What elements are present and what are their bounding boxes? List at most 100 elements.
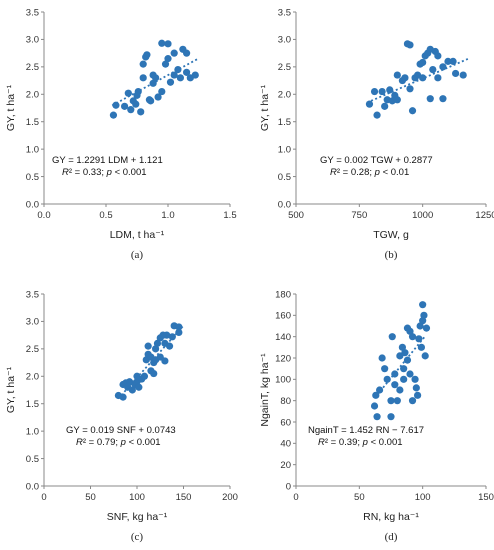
x-axis-label: TGW, g (373, 229, 409, 241)
x-tick-label: 100 (129, 492, 145, 503)
data-point (183, 68, 191, 76)
y-tick-label: 2.5 (278, 62, 291, 73)
y-axis-label: GY, t ha⁻¹ (5, 84, 17, 131)
x-tick-label: 150 (478, 492, 494, 503)
x-tick-label: 750 (351, 210, 367, 221)
data-point (419, 58, 427, 67)
y-tick-label: 1.0 (26, 426, 39, 437)
data-point (408, 333, 417, 341)
data-point (150, 369, 158, 378)
data-point (191, 71, 199, 79)
x-tick-label: 0 (293, 492, 298, 503)
data-point (109, 111, 118, 119)
data-point (378, 354, 386, 362)
data-point (416, 322, 424, 330)
y-axis-label: GY, t ha⁻¹ (5, 366, 17, 413)
data-point (417, 343, 425, 351)
data-point (400, 365, 408, 373)
data-point (420, 311, 428, 319)
data-point (459, 71, 467, 79)
data-point (391, 381, 399, 389)
y-tick-label: 80 (280, 396, 291, 407)
data-point (144, 342, 152, 350)
data-point (411, 375, 419, 383)
x-tick-label: 1.0 (161, 210, 174, 221)
data-point (132, 100, 140, 108)
x-tick-label: 150 (176, 492, 192, 503)
data-point (439, 63, 447, 71)
data-point (444, 57, 452, 65)
y-tick-label: 0.5 (26, 172, 39, 183)
y-tick-label: 120 (275, 353, 291, 364)
data-point (422, 324, 431, 332)
data-point (370, 87, 379, 96)
y-tick-label: 2.0 (278, 90, 291, 101)
y-tick-label: 60 (280, 417, 291, 428)
y-tick-label: 0.0 (26, 199, 39, 210)
data-point (127, 106, 135, 114)
data-point (174, 66, 182, 74)
data-point (365, 100, 374, 108)
y-axis-label: NgainT, kg ha⁻¹ (259, 353, 271, 427)
data-point (158, 39, 166, 47)
data-point (128, 386, 136, 394)
y-tick-label: 0.0 (278, 199, 291, 210)
data-point (406, 370, 414, 378)
y-tick-label: 2.5 (26, 344, 39, 355)
trendline (117, 324, 185, 400)
x-tick-label: 0 (41, 492, 46, 503)
data-point (400, 375, 408, 383)
data-point (139, 74, 147, 82)
data-point (153, 339, 162, 347)
y-tick-label: 0.5 (26, 454, 39, 465)
data-point (386, 86, 394, 94)
data-point (452, 69, 460, 78)
x-tick-label: 50 (85, 492, 96, 503)
x-tick-label: 50 (354, 492, 365, 503)
y-tick-label: 3.0 (26, 317, 39, 328)
panel-label: (c) (131, 531, 144, 543)
regression-equation: NgainT = 1.452 RN − 7.617 (308, 425, 424, 436)
x-tick-label: 1250 (475, 210, 494, 221)
data-point (403, 356, 412, 364)
regression-stats: R² = 0.79; p < 0.001 (76, 437, 161, 448)
data-point (163, 331, 171, 339)
chart-panel-2: 0.0 0.5 1.0 1.5 2.0 2.5 3.0 3.5 500 750 1000 1250 GY… (259, 7, 494, 261)
regression-equation: GY = 1.2291 LDM + 1.121 (52, 155, 163, 166)
regression-equation: GY = 0.002 TGW + 0.2877 (320, 155, 433, 166)
y-tick-label: 1.5 (26, 399, 39, 410)
data-point (139, 60, 147, 68)
data-point (376, 386, 384, 394)
y-tick-label: 100 (275, 375, 291, 386)
trendline (111, 57, 200, 107)
x-axis-label: SNF, kg ha⁻¹ (107, 511, 168, 523)
data-point (154, 93, 162, 101)
y-tick-label: 1.0 (26, 144, 39, 155)
data-point (373, 413, 381, 421)
data-point (370, 402, 379, 410)
regression-stats: R² = 0.28; p < 0.01 (330, 167, 409, 178)
data-point (412, 384, 420, 392)
data-point (388, 333, 396, 341)
data-point (112, 101, 120, 109)
panel-label: (d) (385, 531, 398, 543)
data-point (429, 66, 437, 74)
y-tick-label: 0.0 (26, 481, 39, 492)
y-tick-label: 2.0 (26, 372, 39, 383)
data-point (152, 345, 160, 353)
data-point (147, 97, 155, 105)
x-tick-label: 0.0 (37, 210, 50, 221)
y-tick-label: 3.5 (26, 289, 39, 300)
data-point (158, 87, 166, 96)
data-point (449, 57, 457, 65)
data-point (175, 323, 183, 331)
y-tick-label: 20 (280, 460, 291, 471)
data-point (373, 111, 381, 119)
x-tick-label: 1000 (412, 210, 433, 221)
data-point (393, 71, 401, 79)
data-point (406, 41, 414, 49)
y-tick-label: 2.0 (26, 90, 39, 101)
data-point (176, 74, 184, 82)
y-tick-label: 0 (286, 481, 291, 492)
